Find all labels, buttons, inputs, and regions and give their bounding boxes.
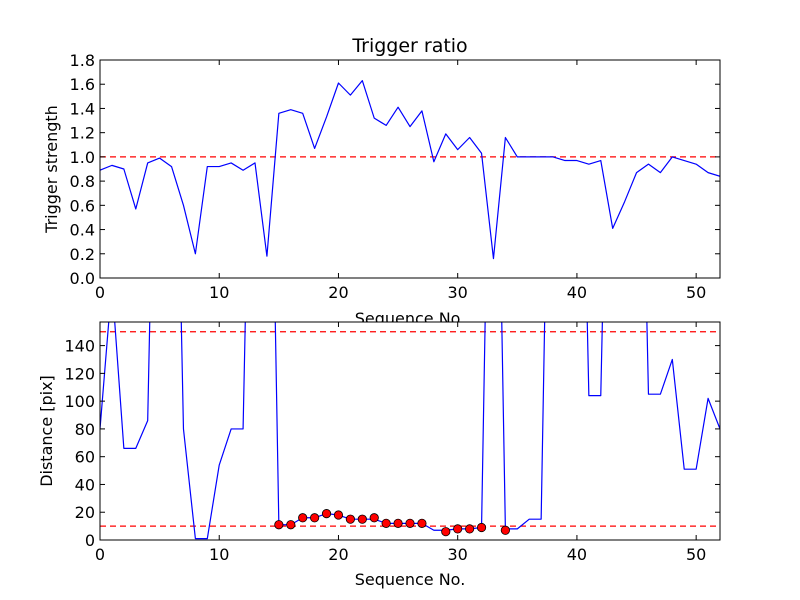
plot-area (100, 60, 720, 278)
y-tick-label: 80 (75, 420, 95, 439)
data-point (357, 514, 367, 524)
data-point (274, 520, 284, 530)
chart-title: Trigger ratio (351, 35, 467, 57)
y-tick-label: 0.4 (70, 221, 95, 240)
x-tick-label: 10 (209, 545, 229, 564)
axes-frame (99, 59, 721, 279)
x-tick-label: 30 (448, 283, 468, 302)
data-point (405, 518, 415, 528)
data-point (286, 520, 296, 530)
data-point (417, 518, 427, 528)
y-axis-label: Distance [pix] (37, 375, 56, 487)
y-tick-label: 40 (75, 475, 95, 494)
y-tick-label: 1.6 (70, 75, 95, 94)
y-tick-label: 20 (75, 503, 95, 522)
x-tick-label: 10 (209, 283, 229, 302)
trigger-ratio-plot: Trigger ratio 0 10 20 30 40 50 0.0 0.2 0.4 0.6 0.… (42, 35, 721, 328)
y-tick-label: 0 (85, 531, 95, 550)
x-axis-label: Sequence No. (355, 570, 466, 589)
y-tick-label: 60 (75, 448, 95, 467)
data-point (369, 513, 379, 523)
data-point (393, 518, 403, 528)
x-tick-label: 40 (567, 545, 587, 564)
x-tick-label: 40 (567, 283, 587, 302)
y-tick-label: 100 (64, 392, 95, 411)
y-tick-label: 140 (64, 337, 95, 356)
data-point (465, 524, 475, 534)
x-tick-label: 20 (328, 283, 348, 302)
plot-area (100, 322, 720, 540)
data-point (333, 510, 344, 520)
y-axis-label: Trigger strength (42, 105, 61, 234)
data-point (310, 513, 320, 523)
data-point (381, 518, 391, 528)
axes-frame (99, 321, 721, 541)
y-tick-label: 0.8 (70, 172, 95, 191)
y-tick-label: 0.6 (70, 196, 95, 215)
x-tick-label: 30 (448, 545, 468, 564)
x-tick-label: 50 (686, 283, 706, 302)
y-tick-label: 1.0 (70, 148, 95, 167)
distance-plot: 0 10 20 30 40 50 0 20 40 60 80 100 120 140 Sequence … (37, 321, 721, 589)
data-point (441, 527, 451, 537)
x-tick-label: 0 (95, 545, 105, 564)
y-tick-label: 1.8 (70, 51, 95, 70)
data-point (453, 524, 463, 534)
data-point (500, 525, 510, 535)
data-point (298, 513, 308, 523)
y-tick-label: 1.2 (70, 124, 95, 143)
x-tick-label: 50 (686, 545, 706, 564)
y-tick-label: 120 (64, 364, 95, 383)
data-point (345, 514, 355, 524)
data-point (321, 509, 332, 519)
y-tick-label: 1.4 (70, 99, 95, 118)
y-tick-label: 0.2 (70, 245, 95, 264)
y-tick-label: 0.0 (70, 269, 95, 288)
series-line (100, 79, 720, 260)
x-tick-label: 0 (95, 283, 105, 302)
x-tick-label: 20 (328, 545, 348, 564)
data-point (476, 522, 487, 533)
